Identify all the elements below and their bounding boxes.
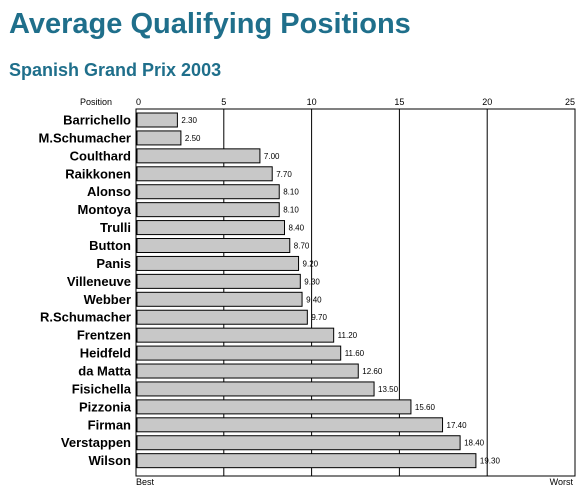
category-label: Alonso (87, 184, 131, 199)
data-label: 15.60 (415, 403, 436, 412)
data-label: 9.40 (306, 295, 322, 304)
data-label: 17.40 (447, 421, 468, 430)
category-label: Button (89, 238, 131, 253)
bar (136, 453, 477, 469)
bar (136, 166, 273, 182)
category-label: Pizzonia (79, 399, 132, 414)
category-label: Verstappen (61, 435, 131, 450)
category-label: Trulli (100, 220, 131, 235)
data-label: 18.40 (464, 439, 485, 448)
data-label: 8.40 (289, 224, 305, 233)
tick-label: 10 (307, 97, 317, 107)
category-label: da Matta (78, 364, 132, 379)
data-label: 9.20 (303, 259, 319, 268)
bar (136, 112, 178, 128)
chart-subtitle: Spanish Grand Prix 2003 (9, 60, 222, 80)
data-label: 12.60 (362, 367, 383, 376)
tick-label: 0 (136, 97, 141, 107)
category-label: Raikkonen (65, 166, 131, 181)
bar (136, 309, 308, 325)
category-label: Frentzen (77, 328, 131, 343)
axis-title: Position (80, 97, 112, 107)
tick-label: 15 (394, 97, 404, 107)
bar (136, 255, 300, 271)
bar (136, 220, 286, 236)
plot-frame (135, 108, 576, 477)
bar (136, 435, 461, 451)
axis-max-label: Worst (550, 477, 574, 487)
data-label: 8.70 (294, 242, 310, 251)
category-label: Montoya (78, 202, 132, 217)
bar (136, 381, 375, 397)
bar (136, 148, 261, 164)
bar (136, 202, 280, 218)
bar (136, 327, 335, 343)
data-label: 9.30 (304, 277, 320, 286)
data-label: 8.10 (283, 188, 299, 197)
bar (136, 291, 303, 307)
axis-min-label: Best (136, 477, 155, 487)
bar (136, 184, 280, 200)
category-label: Firman (88, 417, 131, 432)
data-label: 2.30 (181, 116, 197, 125)
bar (136, 345, 342, 361)
category-label: Coulthard (70, 148, 131, 163)
tick-label: 20 (482, 97, 492, 107)
tick-label: 5 (221, 97, 226, 107)
data-label: 19.30 (480, 457, 501, 466)
category-label: Webber (84, 292, 131, 307)
bar (136, 417, 444, 433)
data-label: 8.10 (283, 206, 299, 215)
category-label: R.Schumacher (40, 310, 131, 325)
category-label: M.Schumacher (39, 130, 131, 145)
chart-title: Average Qualifying Positions (9, 8, 411, 40)
category-label: Barrichello (63, 113, 131, 128)
bar (136, 363, 359, 379)
category-label: Villeneuve (67, 274, 131, 289)
data-label: 7.00 (264, 152, 280, 161)
data-label: 7.70 (276, 170, 292, 179)
bar (136, 399, 412, 415)
data-label: 11.60 (345, 349, 365, 358)
data-label: 2.50 (185, 134, 201, 143)
data-label: 9.70 (311, 313, 327, 322)
data-label: 11.20 (338, 331, 358, 340)
bar (136, 130, 182, 146)
tick-label: 25 (565, 97, 575, 107)
data-label: 13.50 (378, 385, 399, 394)
category-label: Heidfeld (80, 346, 131, 361)
bar (136, 238, 291, 254)
category-label: Fisichella (72, 381, 132, 396)
bar (136, 273, 301, 289)
category-label: Panis (96, 256, 131, 271)
category-label: Wilson (89, 453, 132, 468)
